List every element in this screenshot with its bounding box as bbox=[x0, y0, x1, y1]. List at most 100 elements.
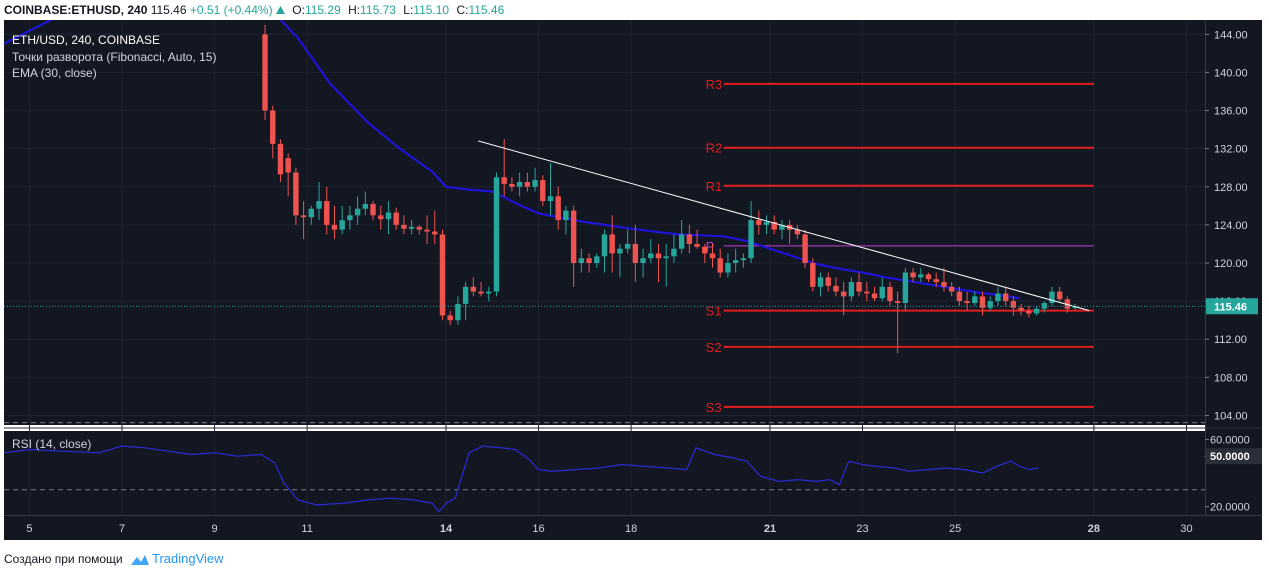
candle-body bbox=[308, 208, 315, 218]
candle-body bbox=[285, 158, 291, 173]
candle bbox=[555, 186, 561, 230]
candle-body bbox=[902, 272, 909, 304]
candle bbox=[655, 243, 662, 283]
candle-body bbox=[624, 243, 631, 249]
candle bbox=[1002, 286, 1009, 306]
pivot-label-r1: R1 bbox=[706, 179, 723, 194]
candle bbox=[956, 286, 963, 306]
y-axis-tick-label: 124.00 bbox=[1214, 220, 1248, 232]
rsi-pane bbox=[4, 431, 1205, 515]
candle bbox=[686, 224, 693, 254]
y-axis-tick-label: 132.00 bbox=[1214, 144, 1248, 156]
pivot-label-s1: S1 bbox=[706, 304, 722, 319]
tradingview-link[interactable]: TradingView bbox=[151, 551, 224, 566]
x-axis-tick-label: 23 bbox=[856, 523, 868, 535]
candle bbox=[462, 282, 469, 321]
candle-body bbox=[424, 229, 430, 232]
legend-rsi[interactable]: RSI (14, close) bbox=[12, 437, 92, 451]
candle bbox=[810, 258, 816, 292]
candle-body bbox=[725, 263, 731, 273]
candle bbox=[339, 205, 345, 235]
candle-body bbox=[401, 224, 407, 229]
candle-body bbox=[416, 226, 423, 230]
tradingview-logo-icon bbox=[130, 554, 149, 565]
candle-body bbox=[925, 274, 932, 280]
candle bbox=[918, 267, 924, 283]
candle-body bbox=[794, 229, 801, 235]
candle bbox=[794, 224, 801, 240]
candle bbox=[825, 272, 831, 292]
candle-body bbox=[393, 212, 399, 225]
candle bbox=[270, 105, 276, 159]
candle-body bbox=[763, 222, 770, 225]
candle bbox=[401, 215, 407, 235]
candle bbox=[964, 291, 970, 311]
candle bbox=[648, 239, 654, 263]
candle bbox=[871, 286, 878, 302]
candle-body bbox=[1033, 308, 1040, 314]
candle-body bbox=[1049, 291, 1055, 304]
candle-body bbox=[1056, 291, 1063, 300]
candle bbox=[817, 272, 824, 297]
candle bbox=[486, 286, 492, 302]
candle-body bbox=[972, 296, 978, 304]
candle bbox=[910, 267, 916, 283]
candle bbox=[1010, 296, 1017, 316]
candle bbox=[756, 210, 762, 235]
candle-body bbox=[331, 224, 338, 230]
candle-body bbox=[408, 226, 415, 229]
legend-title[interactable]: ETH/USD, 240, COINBASE bbox=[12, 33, 161, 47]
y-axis-tick-label: 140.00 bbox=[1214, 67, 1248, 79]
candle bbox=[262, 24, 268, 121]
candle bbox=[848, 277, 855, 302]
candle-body bbox=[678, 234, 685, 249]
candle-body bbox=[864, 291, 870, 294]
candle bbox=[887, 282, 893, 306]
candle bbox=[385, 201, 392, 235]
candle bbox=[416, 224, 423, 235]
y-axis-tick-label: 120.00 bbox=[1214, 258, 1248, 270]
candle-body bbox=[617, 248, 623, 254]
candle bbox=[702, 243, 708, 263]
candle-body bbox=[887, 286, 893, 302]
candle bbox=[324, 186, 330, 235]
y-axis-tick-label: 108.00 bbox=[1214, 372, 1248, 384]
x-axis-tick-label: 16 bbox=[532, 523, 544, 535]
high-value: 115.73 bbox=[360, 3, 396, 17]
candle bbox=[671, 234, 677, 263]
open-label: O: bbox=[292, 3, 305, 17]
candle-body bbox=[756, 220, 762, 225]
candle bbox=[972, 291, 978, 306]
candle bbox=[763, 215, 770, 235]
candle-body bbox=[871, 293, 878, 299]
candle-body bbox=[1064, 299, 1071, 309]
pivot-label-r2: R2 bbox=[706, 141, 723, 156]
price-chart[interactable]: 104.00108.00112.00116.00120.00124.00128.… bbox=[0, 20, 1269, 541]
candle bbox=[1049, 286, 1055, 306]
chart-legend: ETH/USD, 240, COINBASE Точки разворота (… bbox=[12, 32, 216, 82]
candle bbox=[709, 243, 716, 268]
legend-ema[interactable]: EMA (30, close) bbox=[12, 66, 97, 80]
candle-body bbox=[1002, 293, 1009, 302]
candle bbox=[1056, 286, 1063, 302]
candle-body bbox=[385, 212, 392, 220]
candle bbox=[439, 229, 446, 321]
candle-body bbox=[702, 246, 708, 254]
candle bbox=[478, 282, 484, 297]
candle bbox=[624, 229, 631, 254]
pivot-label-r3: R3 bbox=[706, 77, 723, 92]
candle bbox=[601, 229, 608, 273]
candle-body bbox=[570, 210, 577, 263]
legend-pivots[interactable]: Точки разворота (Fibonacci, Auto, 15) bbox=[12, 49, 217, 64]
candle-body bbox=[825, 277, 831, 286]
candle-body bbox=[293, 172, 299, 216]
high-label: H: bbox=[348, 3, 361, 17]
candle bbox=[979, 291, 986, 316]
candle-body bbox=[779, 224, 785, 230]
symbol-name[interactable]: COINBASE:ETHUSD, 240 bbox=[4, 3, 148, 17]
candle bbox=[833, 277, 839, 297]
candle-body bbox=[563, 210, 569, 221]
x-axis-tick-label: 5 bbox=[26, 523, 32, 535]
candle-body bbox=[748, 220, 754, 259]
candle bbox=[987, 296, 993, 311]
